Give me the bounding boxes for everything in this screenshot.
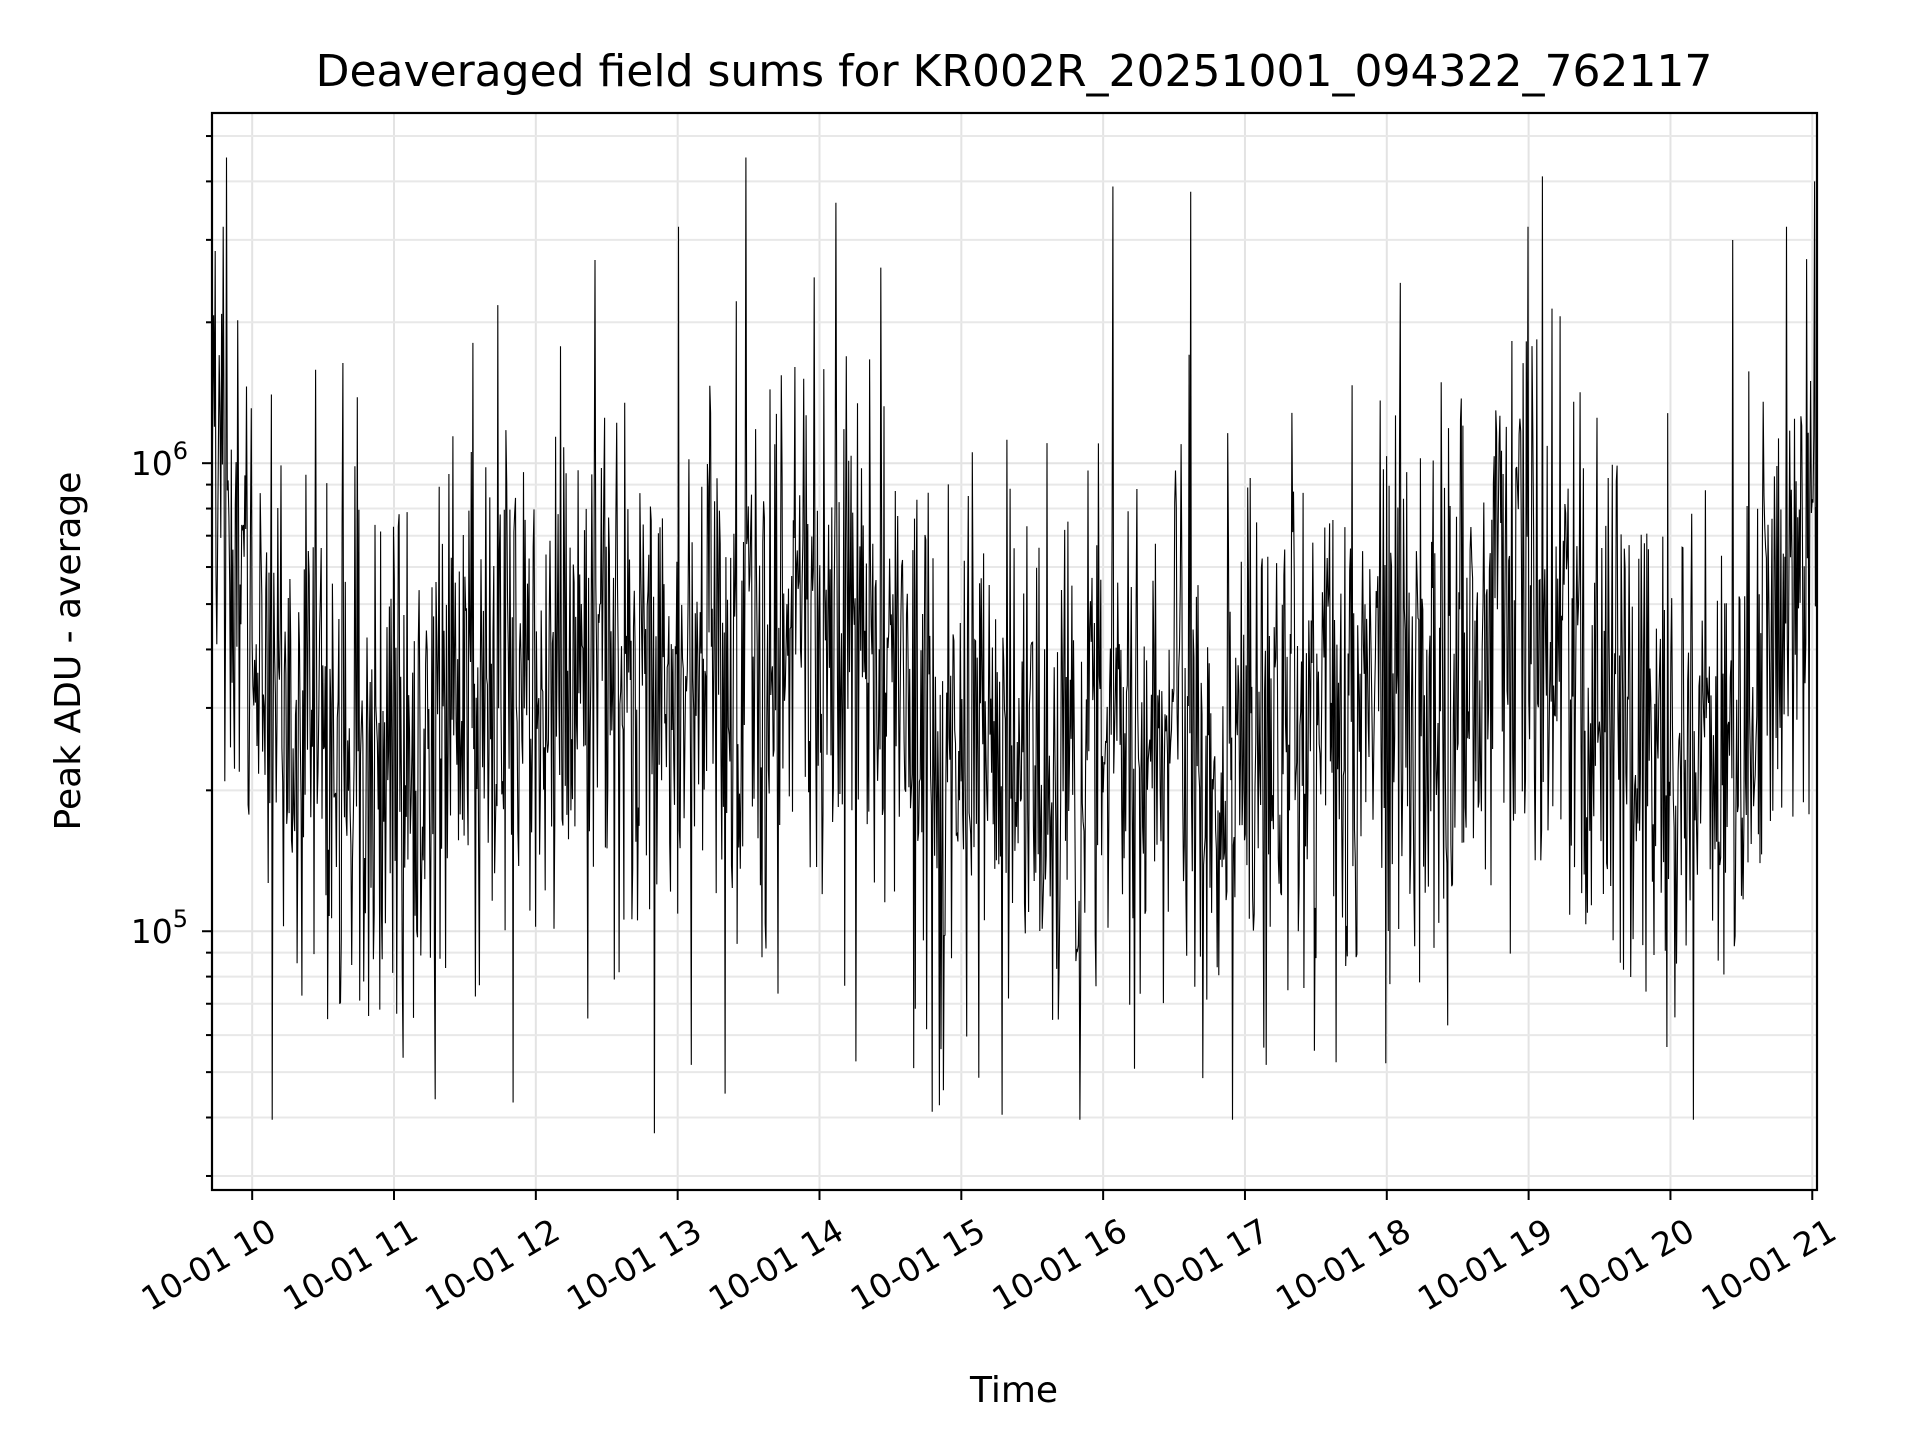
series-line [211,157,1818,1134]
plot-frame [210,111,1819,1192]
y-axis: 105 106 [131,135,212,1177]
plot-area [211,157,1818,1134]
chart-title: Deaveraged field sums for KR002R_2025100… [316,46,1713,97]
x-axis-label: Time [969,1370,1058,1411]
y-tick-label: 105 [131,905,188,951]
y-axis-label: Peak ADU - average [48,472,89,831]
y-tick-label: 106 [131,437,188,483]
